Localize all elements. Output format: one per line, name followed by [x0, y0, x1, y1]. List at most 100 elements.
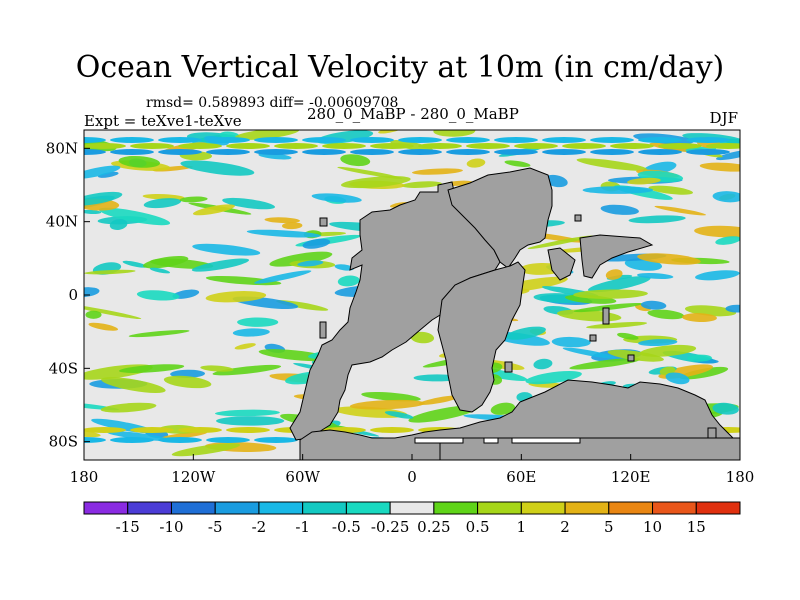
anomaly-streak [551, 336, 591, 348]
x-tick-label: 120W [171, 468, 216, 486]
anomaly-band [350, 149, 394, 155]
anomaly-band [542, 137, 586, 143]
anomaly-streak [569, 358, 641, 370]
anomaly-streak [679, 366, 729, 380]
anomaly-band [110, 437, 154, 443]
x-tick-label: 60E [506, 468, 536, 486]
case-label: 280_0_MaBP - 280_0_MaBP [307, 105, 519, 123]
anomaly-streak [84, 401, 119, 411]
anomaly-streak [216, 416, 285, 426]
anomaly-streak [334, 264, 355, 271]
anomaly-band [398, 137, 442, 143]
anomaly-streak [136, 290, 180, 301]
anomaly-streak [600, 204, 639, 215]
anomaly-streak [222, 197, 275, 210]
anomaly-band [130, 427, 174, 433]
anomaly-streak [118, 155, 161, 168]
land-africa [437, 261, 526, 413]
anomaly-streak [639, 344, 697, 357]
anomaly-streak [219, 131, 240, 139]
anomaly-streak [143, 255, 189, 269]
anomaly-streak [282, 222, 303, 230]
colorbar-box [433, 501, 479, 515]
colorbar-label: -1 [295, 518, 310, 536]
anomaly-streak [525, 370, 582, 385]
anomaly-band [494, 137, 538, 143]
anomaly-band [466, 143, 510, 149]
anomaly-streak [576, 158, 648, 171]
anomaly-band [158, 437, 202, 443]
anomaly-streak [246, 229, 322, 238]
anomaly-band [158, 137, 202, 143]
colorbar-label: 0.5 [466, 518, 490, 536]
colorbar-label: 15 [687, 518, 706, 536]
anomaly-band [638, 149, 682, 155]
colorbar-box [608, 501, 654, 515]
colorbar-box [345, 501, 391, 515]
anomaly-streak [527, 235, 594, 249]
anomaly-streak [237, 317, 279, 327]
x-tick-label: 120E [611, 468, 651, 486]
anomaly-streak [84, 191, 123, 206]
anomaly-streak [264, 217, 301, 224]
colorbar-box [127, 501, 172, 515]
anomaly-streak [302, 238, 331, 249]
colorbar-box [477, 501, 522, 515]
colorbar-box [652, 501, 697, 515]
anomaly-streak [234, 130, 300, 140]
anomaly-band [370, 143, 414, 149]
anomaly-streak [681, 313, 717, 322]
colorbar-box [520, 501, 566, 515]
anomaly-streak [100, 402, 157, 413]
anomaly-streak [586, 321, 648, 329]
anomaly-streak [349, 399, 425, 410]
anomaly-streak [337, 166, 403, 179]
anomaly-band [418, 143, 462, 149]
colorbar-label: -0.25 [371, 518, 409, 536]
anomaly-streak [637, 272, 674, 279]
anomaly-streak [84, 304, 142, 320]
land-island-2 [602, 307, 610, 325]
anomaly-band [350, 137, 394, 143]
anomaly-band [686, 149, 730, 155]
anomaly-band [110, 137, 154, 143]
anomaly-streak [106, 431, 169, 441]
colorbar-label: 1 [517, 518, 527, 536]
x-tick-label: 0 [407, 468, 417, 486]
anomaly-streak [582, 186, 654, 194]
colorbar-box [170, 501, 216, 515]
anomaly-band [322, 143, 366, 149]
anomaly-streak [712, 402, 739, 415]
anomaly-streak [418, 395, 461, 405]
anomaly-streak [638, 339, 678, 347]
anomaly-streak [687, 354, 712, 362]
colorbar-label: -2 [252, 518, 267, 536]
y-tick-label: 80S [49, 433, 78, 451]
anomaly-streak [254, 270, 312, 284]
anomaly-streak [84, 209, 102, 215]
anomaly-band [254, 137, 298, 143]
anomaly-streak [627, 177, 661, 185]
colorbar-box [302, 501, 347, 515]
ice-shelf-outlines [414, 437, 581, 444]
anomaly-streak [297, 260, 324, 267]
colorbar-box [258, 501, 304, 515]
anomaly-streak [410, 331, 435, 344]
anomaly-band [562, 143, 606, 149]
anomaly-streak [607, 349, 664, 362]
land-eurasia-north [447, 167, 553, 269]
y-tick-label: 0 [68, 286, 78, 304]
anomaly-streak [84, 269, 136, 275]
anomaly-streak [232, 328, 270, 337]
anomaly-band [274, 143, 318, 149]
land-india [547, 247, 576, 281]
anomaly-band [84, 143, 126, 149]
x-tick-label: 180 [726, 468, 755, 486]
anomaly-streak [648, 185, 694, 195]
anomaly-band [84, 427, 126, 433]
anomaly-streak [533, 358, 553, 370]
anomaly-band [206, 149, 250, 155]
axis-ticks: 180 120W 60W 0 60E 120E 180 80N 40N 0 40S 80S [46, 139, 755, 486]
anomaly-band [178, 143, 222, 149]
